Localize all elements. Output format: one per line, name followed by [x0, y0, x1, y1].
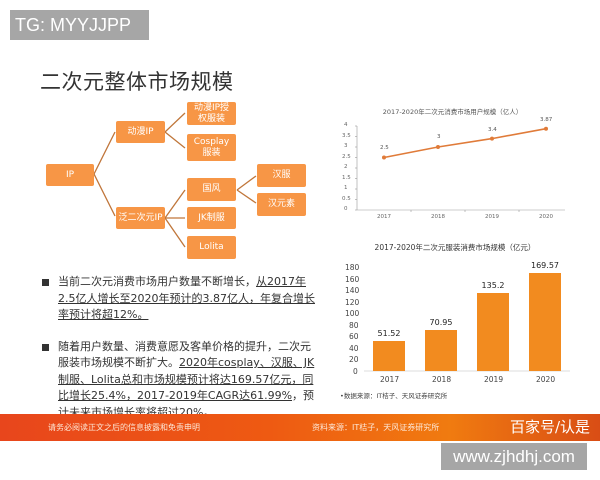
y-tick: 160 [345, 275, 360, 284]
bullet-underlined-text: 从2017年2.5亿人增长至2020年预计的3.87亿人，年复合增长率预计将超1… [58, 275, 315, 321]
x-tick: 2018 [431, 214, 445, 220]
bullet-text: 当前二次元消费市场用户数量不断增长， [58, 275, 256, 288]
data-label: 3.4 [488, 127, 497, 133]
x-tick: 2019 [485, 214, 499, 220]
x-tick: 2020 [539, 214, 553, 220]
y-tick: 0.5 [342, 196, 351, 202]
line-chart-plot [355, 125, 565, 212]
bullet-list: 当前二次元消费市场用户数量不断增长，从2017年2.5亿人增长至2020年预计的… [40, 274, 320, 436]
y-tick: 20 [349, 355, 359, 364]
x-tick: 2018 [432, 375, 452, 384]
y-tick: 1.5 [342, 175, 351, 181]
bullet-square-icon [42, 279, 49, 286]
line-chart-title: 2017-2020年二次元消费市场用户规模（亿人） [382, 108, 523, 116]
bar-2019 [477, 292, 509, 371]
y-tick: 40 [349, 344, 359, 353]
node-jk-uniform: JK制服 [187, 207, 236, 229]
bar-value-label: 135.2 [481, 281, 505, 290]
x-tick: 2020 [536, 375, 556, 384]
bullet-item-apparel: 随着用户数量、消费意愿及客单价格的提升，二次元服装市场规模不断扩大。2020年c… [40, 339, 320, 422]
node-hanfu: 汉服 [257, 164, 306, 187]
footer-source: 资料来源：IT桔子，天风证券研究所 [312, 423, 440, 432]
y-tick: 100 [345, 309, 360, 318]
y-tick: 1 [344, 185, 348, 191]
user-scale-line-chart: 2017-2020年二次元消费市场用户规模（亿人） 4 3.5 3 2.5 2 … [340, 102, 565, 224]
node-anime-licensed-apparel: 动漫IP授权服装 [187, 102, 236, 125]
apparel-market-bar-chart: 2017-2020年二次元服装消费市场规模（亿元） 51.52 70.95 13… [340, 238, 570, 410]
y-tick: 180 [345, 263, 360, 272]
bar-value-label: 70.95 [429, 318, 453, 327]
bullet-text: 随着用户数量、消费意愿及客单价格的提升，二次元服装市场规模不断扩大。 [58, 339, 311, 370]
y-tick: 0 [353, 367, 358, 376]
bullet-underlined-text: 2020年cosplay、汉服、JK制服、Lolita总和市场规模预计将达169… [58, 356, 315, 402]
footer-brand-logo: 百家号/认是 [510, 418, 591, 436]
bar-value-label: 51.52 [377, 329, 401, 338]
y-tick: 120 [345, 298, 360, 307]
y-tick: 60 [349, 332, 359, 341]
y-tick: 2.5 [342, 154, 351, 160]
x-tick: 2017 [380, 375, 400, 384]
bullet-item-users: 当前二次元消费市场用户数量不断增长，从2017年2.5亿人增长至2020年预计的… [40, 274, 320, 324]
bar-2018 [425, 330, 457, 371]
data-label: 3 [437, 134, 441, 140]
bar-2020 [529, 273, 561, 371]
bar-chart-title: 2017-2020年二次元服装消费市场规模（亿元） [374, 243, 536, 252]
watermark-top: TG: MYYJJPP [10, 10, 149, 40]
node-cosplay-apparel: Cosplay服装 [187, 134, 236, 161]
watermark-bottom: www.zjhdhj.com [441, 443, 587, 470]
x-tick: 2017 [377, 214, 391, 220]
bullet-square-icon [42, 343, 49, 351]
node-ip: IP [46, 164, 94, 186]
y-tick: 0 [344, 206, 348, 212]
y-tick: 140 [345, 286, 360, 295]
y-tick: 3 [344, 143, 348, 149]
x-tick: 2019 [484, 375, 504, 384]
footer-bar: 请务必阅读正文之后的信息披露和免责申明 资料来源：IT桔子，天风证券研究所 百家… [0, 414, 600, 441]
y-tick: 4 [344, 122, 348, 128]
bar-chart-axis [364, 370, 570, 372]
node-pan-acg-ip: 泛二次元IP [116, 207, 165, 229]
node-han-elements: 汉元素 [257, 193, 306, 216]
y-tick: 3.5 [342, 133, 351, 139]
node-anime-ip: 动漫IP [116, 121, 165, 143]
footer-disclaimer: 请务必阅读正文之后的信息披露和免责申明 [48, 423, 200, 432]
node-guofeng: 国风 [187, 178, 236, 201]
chart-source-note: •数据来源：IT桔子、天风证券研究所 [340, 392, 448, 400]
y-tick: 2 [344, 164, 348, 170]
bar-value-label: 169.57 [531, 261, 559, 270]
page-title: 二次元整体市场规模 [40, 70, 234, 94]
node-lolita: Lolita [187, 236, 236, 259]
y-tick: 80 [349, 321, 359, 330]
data-label: 3.87 [540, 117, 553, 123]
data-label: 2.5 [380, 145, 389, 151]
bar-2017 [373, 341, 405, 371]
